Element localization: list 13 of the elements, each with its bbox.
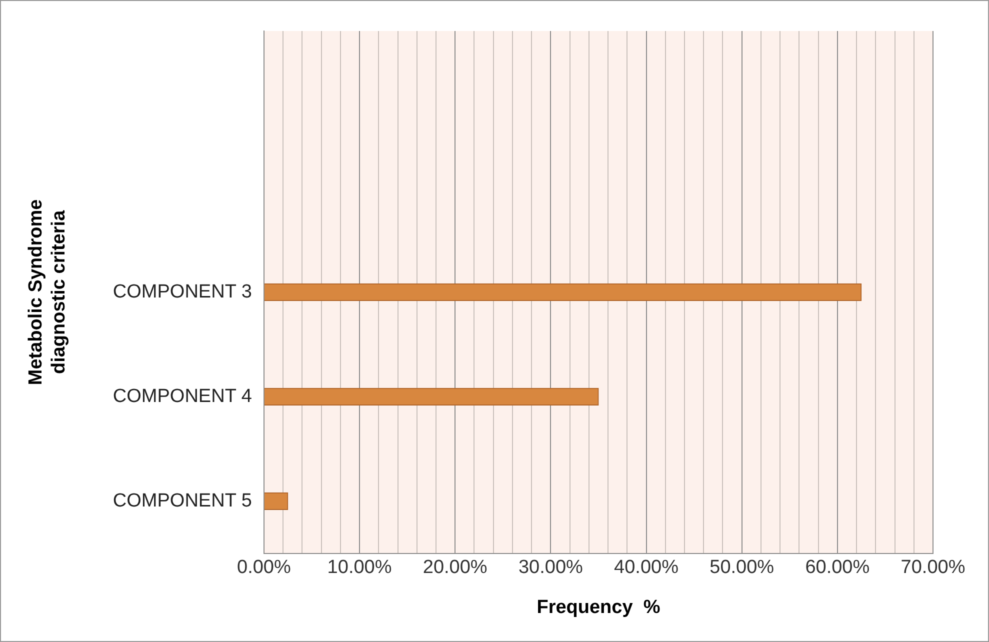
x-tick-label: 20.00% bbox=[422, 557, 488, 578]
y-tick-label: COMPONENT 3 bbox=[112, 281, 252, 302]
x-tick-label: 30.00% bbox=[518, 557, 584, 578]
y-tick-label: COMPONENT 4 bbox=[112, 386, 252, 407]
y-tick-label: COMPONENT 5 bbox=[112, 490, 252, 512]
y-axis-title: Metabolic Syndrome diagnostic criteria bbox=[26, 199, 70, 386]
x-tick-label: 50.00% bbox=[710, 557, 774, 578]
x-tick-label: 0.00% bbox=[237, 557, 291, 578]
x-tick-label: 60.00% bbox=[805, 557, 870, 578]
x-tick-label: 40.00% bbox=[614, 557, 679, 578]
x-tick-label: 10.00% bbox=[327, 557, 392, 578]
x-axis-title: Frequency % bbox=[536, 596, 660, 618]
x-tick-label: 70.00% bbox=[900, 557, 966, 578]
